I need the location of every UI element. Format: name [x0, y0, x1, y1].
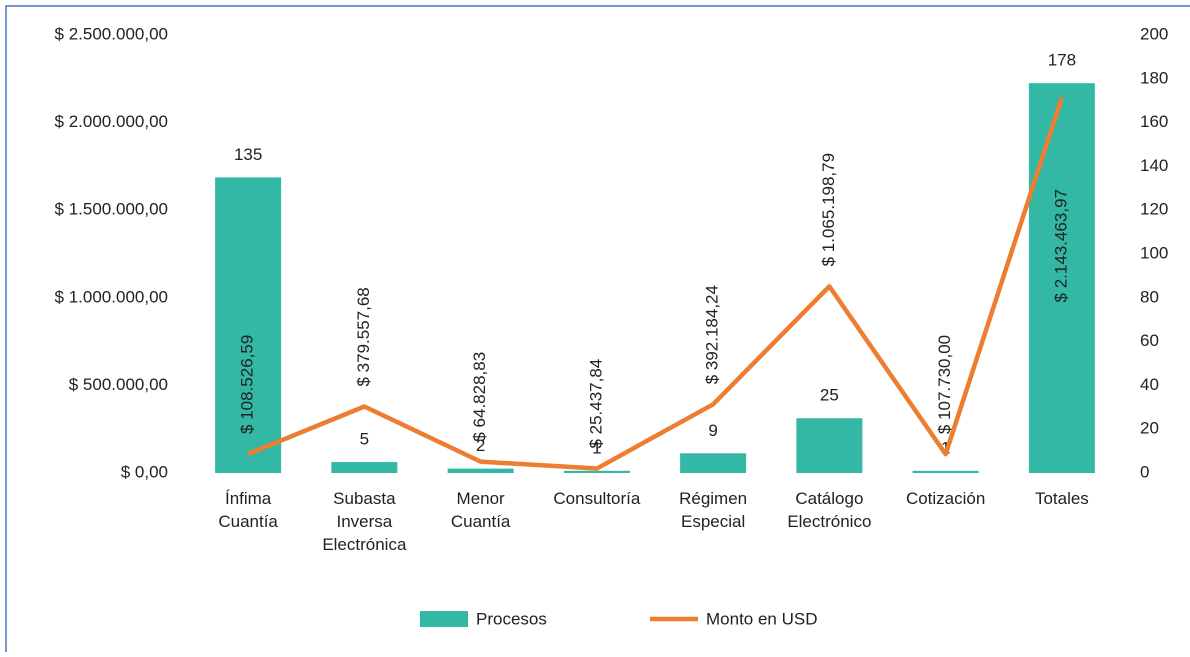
bar-value-label: 25: [820, 386, 839, 405]
bar-value-label: 135: [234, 145, 262, 164]
y2-tick-label: 180: [1140, 68, 1168, 87]
line-value-label: $ 1.065.198,79: [819, 153, 838, 266]
bar: [796, 418, 863, 473]
bar: [331, 462, 398, 473]
y2-tick-label: 200: [1140, 24, 1168, 43]
bar: [447, 468, 514, 473]
frame: [5, 5, 1190, 657]
bar: [563, 470, 630, 473]
y-tick-label: $ 2.000.000,00: [55, 112, 168, 131]
line: [247, 96, 1065, 471]
bar: [680, 453, 747, 473]
line-value-label: $ 108.526,59: [238, 335, 257, 434]
line-value-label: $ 2.143.463,97: [1051, 189, 1070, 302]
bar: [912, 470, 979, 473]
bar-value-label: 1: [592, 438, 601, 457]
bar: [215, 177, 282, 473]
y-tick-label: $ 2.500.000,00: [55, 24, 168, 43]
x-tick-label: Menor Cuantía: [451, 489, 511, 531]
bar-value-label: 5: [360, 430, 369, 449]
y-tick-label: $ 0,00: [121, 462, 168, 481]
y2-tick-label: 80: [1140, 287, 1159, 306]
bar-value-label: 9: [708, 421, 717, 440]
line-value-label: $ 64.828,83: [470, 352, 489, 442]
y2-tick-label: 160: [1140, 112, 1168, 131]
line-value-label: $ 379.557,68: [354, 287, 373, 386]
y2-tick-label: 140: [1140, 156, 1168, 175]
y-tick-label: $ 500.000,00: [69, 375, 168, 394]
line-value-label: $ 392.184,24: [703, 285, 722, 384]
y2-tick-label: 0: [1140, 462, 1149, 481]
line-value-label: $ 25.437,84: [586, 359, 605, 449]
y2-tick-label: 20: [1140, 419, 1159, 438]
legend-label: Monto en USD: [706, 609, 818, 628]
line-value-label: $ 107.730,00: [935, 335, 954, 434]
y2-tick-label: 100: [1140, 243, 1168, 262]
y-tick-label: $ 1.500.000,00: [55, 200, 168, 219]
x-tick-label: Régimen Especial: [679, 489, 747, 531]
x-tick-label: Catálogo Electrónico: [787, 489, 871, 531]
y2-tick-label: 60: [1140, 331, 1159, 350]
x-tick-label: Subasta Inversa Electrónica: [322, 489, 407, 554]
bar: [1028, 83, 1095, 474]
x-tick-label: Ínfima Cuantía: [218, 489, 278, 531]
y2-tick-label: 120: [1140, 200, 1168, 219]
x-tick-label: Consultoría: [553, 489, 640, 508]
bar-value-label: 2: [476, 436, 485, 455]
legend-label: Procesos: [476, 609, 547, 628]
y-tick-label: $ 1.000.000,00: [55, 287, 168, 306]
legend-swatch: [420, 611, 468, 627]
x-tick-label: Totales: [1035, 489, 1089, 508]
x-tick-label: Cotización: [906, 489, 985, 508]
bar-value-label: 178: [1048, 51, 1076, 70]
y2-tick-label: 40: [1140, 375, 1159, 394]
